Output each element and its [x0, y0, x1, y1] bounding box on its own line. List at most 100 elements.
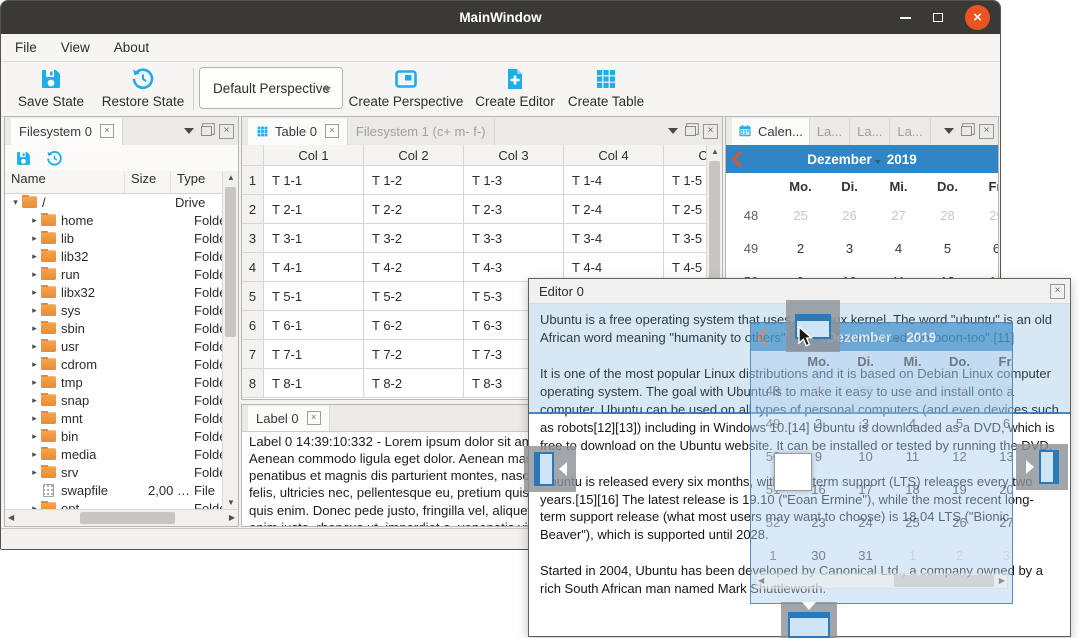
tab-label-1[interactable]: La... [810, 117, 851, 145]
row-header[interactable]: 3 [242, 224, 264, 253]
row-header[interactable]: 8 [242, 369, 264, 398]
expander-icon[interactable]: ▸ [32, 430, 37, 441]
restore-state-button[interactable]: Restore State [95, 65, 191, 109]
table-cell[interactable]: T 2-1 [264, 195, 364, 224]
tree-row[interactable]: ▸homeFolder [5, 211, 224, 229]
scroll-thumb[interactable] [80, 512, 175, 524]
dock-indicator-left[interactable] [524, 446, 576, 492]
table-cell[interactable]: T 3-4 [564, 224, 664, 253]
calendar-day[interactable]: 29 [989, 208, 998, 223]
table-cell[interactable]: T 8-1 [264, 369, 364, 398]
calendar-year[interactable]: 2019 [886, 151, 917, 167]
panel-float-icon[interactable] [961, 126, 972, 136]
table-cell[interactable]: T 1-1 [264, 166, 364, 195]
row-header[interactable]: 2 [242, 195, 264, 224]
tree-row[interactable]: ▸tmpFolder [5, 373, 224, 391]
tree-header[interactable]: Name Size Type [5, 171, 223, 194]
table-cell[interactable]: T 7-1 [264, 340, 364, 369]
panel-menu-icon[interactable] [668, 128, 678, 134]
create-perspective-button[interactable]: Create Perspective [348, 65, 464, 109]
calendar-day[interactable]: 6 [972, 241, 998, 256]
scroll-up-icon[interactable]: ▲ [711, 147, 719, 156]
row-header[interactable]: 5 [242, 282, 264, 311]
dock-indicator-top[interactable] [786, 300, 840, 352]
panel-close-icon[interactable]: × [703, 123, 718, 139]
menu-view[interactable]: View [60, 40, 90, 55]
table-column-header[interactable]: Col 1 [264, 145, 364, 166]
col-name[interactable]: Name [5, 171, 125, 193]
table-column-header[interactable]: Col 4 [564, 145, 664, 166]
tree-row[interactable]: ▸mediaFolder [5, 445, 224, 463]
panel-close-icon[interactable]: × [979, 123, 994, 139]
expander-icon[interactable]: ▸ [32, 358, 37, 369]
tree-vscrollbar[interactable]: ▲ ▼ [222, 171, 238, 510]
calendar-month[interactable]: Dezember [807, 151, 872, 167]
col-type[interactable]: Type [177, 171, 206, 186]
calendar-day[interactable]: 4 [894, 241, 903, 256]
row-header[interactable]: 7 [242, 340, 264, 369]
table-cell[interactable]: T 1-4 [564, 166, 664, 195]
titlebar[interactable]: MainWindow × [1, 1, 1000, 34]
tree-row[interactable]: ▸mntFolder [5, 409, 224, 427]
tree-row[interactable]: ▸srvFolder [5, 463, 224, 481]
tree-row[interactable]: ▸snapFolder [5, 391, 224, 409]
tab-table-0[interactable]: Table 0 × [248, 117, 348, 145]
maximize-icon[interactable] [933, 13, 943, 22]
expander-icon[interactable]: ▸ [32, 232, 37, 243]
tree-row[interactable]: ▸optFolder [5, 499, 224, 510]
expander-icon[interactable]: ▸ [32, 268, 37, 279]
calendar-day[interactable]: 27 [891, 208, 906, 223]
close-icon[interactable]: × [965, 5, 990, 30]
tree-row[interactable]: ▸binFolder [5, 427, 224, 445]
table-cell[interactable]: T 7-2 [364, 340, 464, 369]
table-cell[interactable]: T 6-2 [364, 311, 464, 340]
table-cell[interactable]: T 1-3 [464, 166, 564, 195]
tab-close-icon[interactable]: × [324, 124, 339, 138]
tab-label-3[interactable]: La... [890, 117, 931, 145]
calendar-day[interactable]: 5 [943, 241, 952, 256]
expander-icon[interactable]: ▸ [32, 214, 37, 225]
row-header[interactable]: 6 [242, 311, 264, 340]
table-cell[interactable]: T 8-2 [364, 369, 464, 398]
table-cell[interactable]: T 4-3 [464, 253, 564, 282]
table-cell[interactable]: T 3-1 [264, 224, 364, 253]
scroll-up-icon[interactable]: ▲ [227, 173, 235, 182]
minimize-icon[interactable] [900, 16, 911, 19]
expander-icon[interactable]: ▸ [32, 412, 37, 423]
calendar-day[interactable]: 2 [796, 241, 805, 256]
expander-icon[interactable]: ▸ [32, 322, 37, 333]
table-cell[interactable]: T 6-1 [264, 311, 364, 340]
table-cell[interactable]: T 5-2 [364, 282, 464, 311]
dock-indicator-right[interactable] [1016, 444, 1068, 490]
tree-row[interactable]: ▸sysFolder [5, 301, 224, 319]
table-cell[interactable]: T 2-4 [564, 195, 664, 224]
table-cell[interactable]: T 3-5 [664, 224, 708, 253]
calendar-day[interactable]: 28 [940, 208, 955, 223]
panel-menu-icon[interactable] [944, 128, 954, 134]
tree-row[interactable]: ▸sbinFolder [5, 319, 224, 337]
table-cell[interactable]: T 2-3 [464, 195, 564, 224]
panel-menu-icon[interactable] [184, 128, 194, 134]
table-cell[interactable]: T 3-3 [464, 224, 564, 253]
tree-row[interactable]: ▸libFolder [5, 229, 224, 247]
table-cell[interactable]: T 3-2 [364, 224, 464, 253]
editor-close-icon[interactable]: × [1050, 284, 1065, 299]
table-cell[interactable]: T 4-2 [364, 253, 464, 282]
row-header[interactable]: 4 [242, 253, 264, 282]
panel-close-icon[interactable]: × [219, 123, 234, 139]
panel-float-icon[interactable] [201, 126, 212, 136]
table-cell[interactable]: T 2-2 [364, 195, 464, 224]
tab-close-icon[interactable]: × [306, 411, 321, 425]
prev-month-icon[interactable] [731, 150, 749, 168]
tree-hscrollbar[interactable]: ◀ ▶ [5, 509, 238, 526]
restore-icon[interactable] [46, 150, 63, 167]
tree-row[interactable]: ▸runFolder [5, 265, 224, 283]
tab-close-icon[interactable]: × [99, 124, 114, 138]
save-state-button[interactable]: Save State [9, 65, 93, 109]
perspective-combobox[interactable]: Default Perspective [199, 67, 343, 109]
expander-icon[interactable]: ▾ [13, 196, 18, 207]
tab-calendar[interactable]: Calen... [732, 117, 810, 145]
tree-row[interactable]: ▸lib32Folder [5, 247, 224, 265]
tab-filesystem-0[interactable]: Filesystem 0 × [11, 117, 123, 145]
table-cell[interactable]: T 1-5 [664, 166, 708, 195]
